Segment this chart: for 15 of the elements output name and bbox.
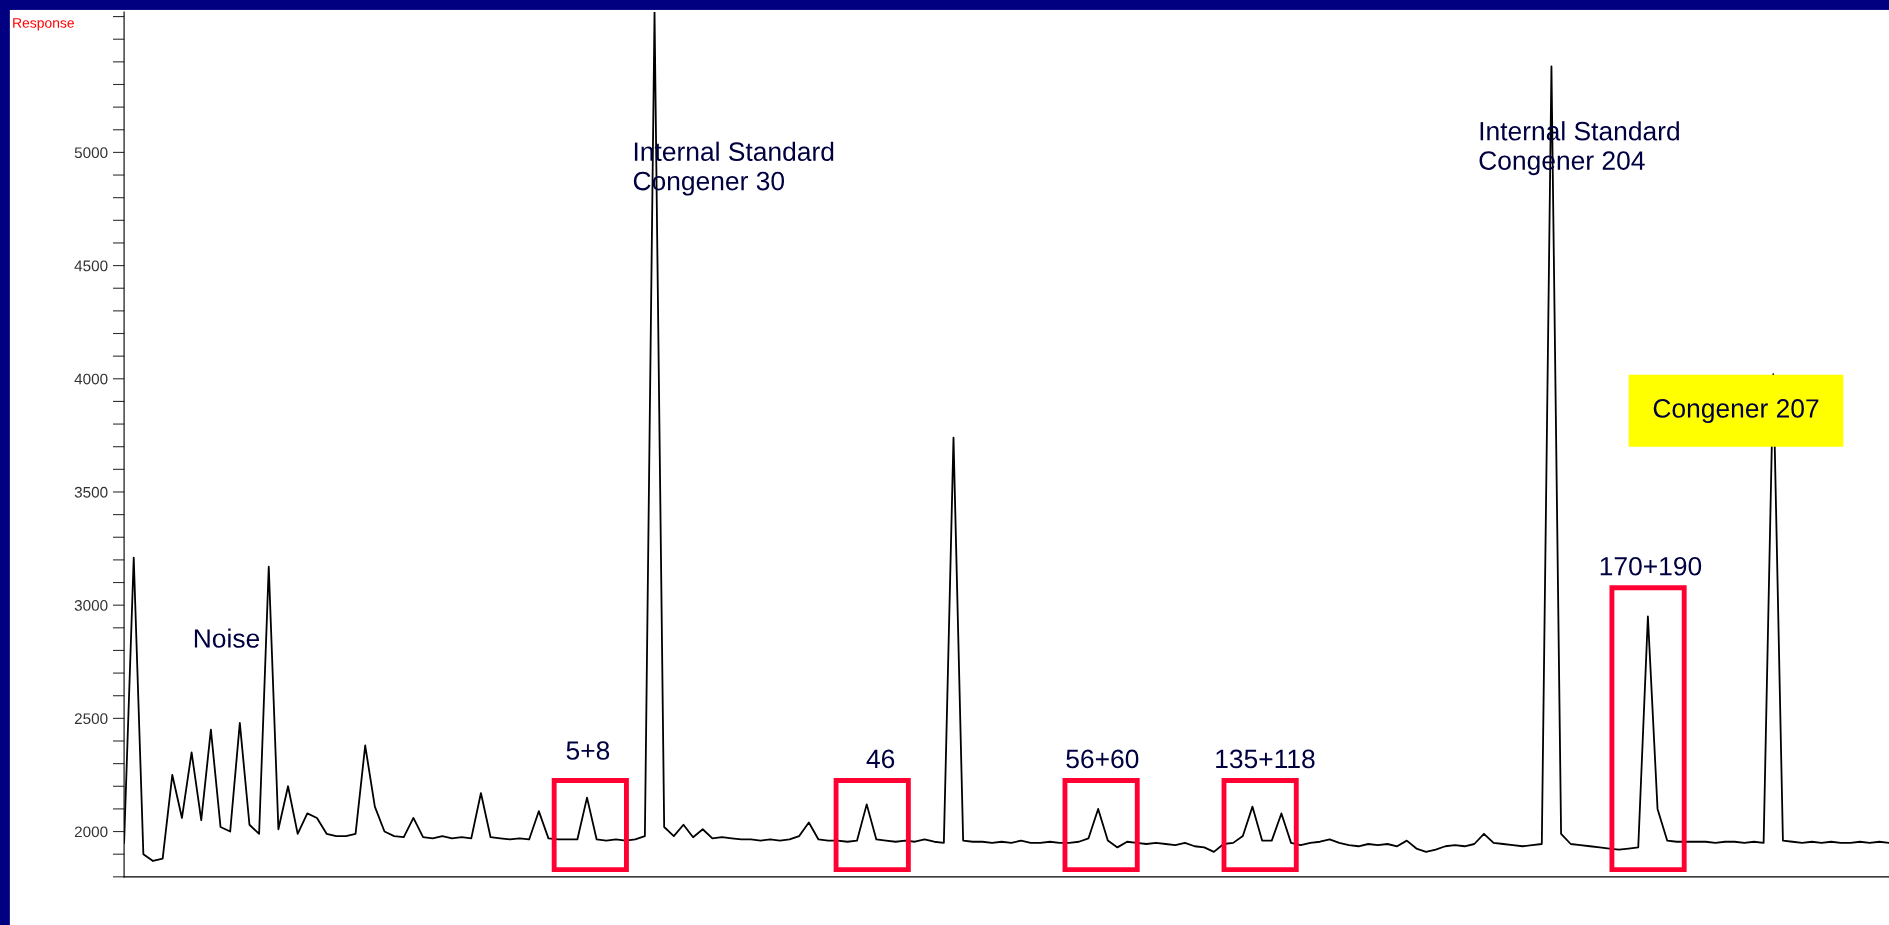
y-tick-label: 5000 xyxy=(74,147,108,159)
annotation: 170+190 xyxy=(1600,556,1702,576)
y-tick-label: 3000 xyxy=(74,600,108,611)
y-tick-label: 2000 xyxy=(74,826,108,838)
annotation: 46 xyxy=(866,749,895,769)
annotation: 56+60 xyxy=(1066,749,1139,769)
annotation: 5+8 xyxy=(566,741,610,760)
y-tick-label: 3500 xyxy=(74,486,108,498)
y-tick-label: 4000 xyxy=(74,373,108,385)
annotation: 135+118 xyxy=(1216,749,1315,769)
annotation: Noise xyxy=(194,628,260,648)
y-axis-title: Response xyxy=(13,18,74,31)
y-tick-label: 4500 xyxy=(74,260,108,272)
y-tick-label: 2500 xyxy=(74,713,108,725)
annotation: Congener 207 xyxy=(1653,399,1819,424)
